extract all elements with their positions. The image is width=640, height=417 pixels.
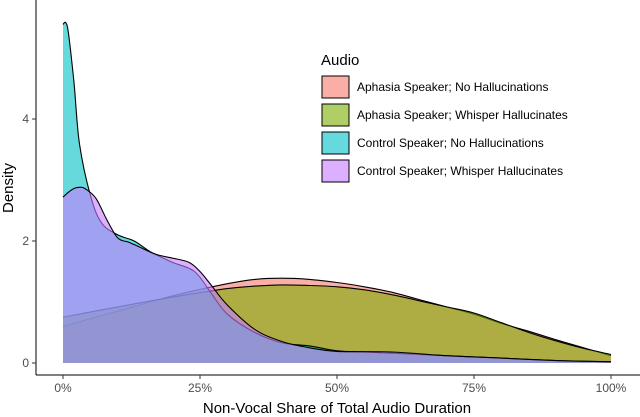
x-axis-title: Non-Vocal Share of Total Audio Duration	[203, 400, 471, 417]
legend-key-series-3	[321, 131, 350, 155]
density-line-series-1	[62, 277, 612, 357]
legend-key-series-2	[321, 103, 350, 127]
legend-key-series-4	[321, 159, 350, 183]
x-axis-ticks: 0% 25% 50% 75% 100%	[54, 375, 627, 395]
y-tick-label: 0	[22, 356, 29, 370]
legend-label-series-3: Control Speaker; No Hallucinations	[357, 136, 544, 150]
legend-key-series-1	[321, 75, 350, 99]
legend-title: Audio	[321, 52, 359, 69]
density-line-series-4	[62, 186, 612, 363]
legend: Audio Aphasia Speaker; No Hallucinations…	[321, 52, 568, 183]
legend-label-series-4: Control Speaker; Whisper Hallucinates	[357, 164, 563, 178]
legend-label-series-1: Aphasia Speaker; No Hallucinations	[357, 80, 548, 94]
x-tick-label: 25%	[188, 381, 212, 395]
x-tick-label: 50%	[325, 381, 349, 395]
density-line-series-2	[62, 284, 612, 356]
x-tick-label: 100%	[596, 381, 627, 395]
y-axis-ticks: 0 2 4	[22, 112, 36, 370]
y-tick-label: 2	[22, 234, 29, 248]
y-axis-title: Density	[0, 162, 17, 213]
density-area-series-4	[63, 187, 611, 363]
x-tick-label: 0%	[54, 381, 72, 395]
legend-label-series-2: Aphasia Speaker; Whisper Hallucinates	[357, 108, 568, 122]
plot-area	[62, 21, 612, 364]
x-tick-label: 75%	[462, 381, 486, 395]
y-tick-label: 4	[22, 112, 29, 126]
